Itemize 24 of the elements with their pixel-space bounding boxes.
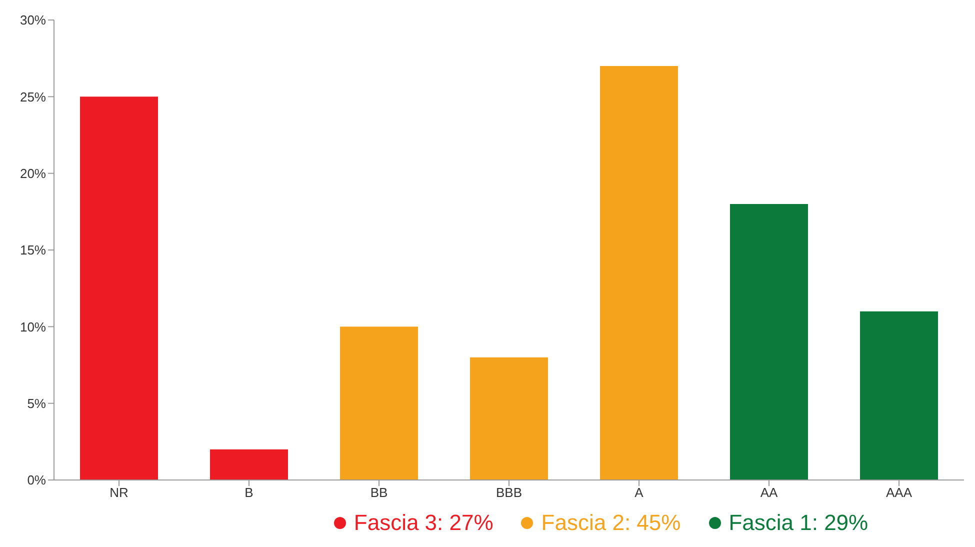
bar [600, 66, 678, 480]
y-tick-label: 30% [20, 12, 46, 28]
bar [210, 449, 288, 480]
bar [860, 311, 938, 480]
x-tick-label: NR [110, 485, 128, 500]
x-tick-label: BBB [496, 485, 522, 500]
bar [470, 357, 548, 480]
y-tick-label: 25% [20, 89, 46, 104]
bar [340, 326, 418, 480]
x-tick-label: AAA [886, 485, 912, 500]
x-tick-label: BB [370, 485, 388, 500]
bar [730, 204, 808, 480]
legend-label: Fascia 1: 29% [728, 510, 868, 536]
y-tick-label: 10% [20, 319, 46, 334]
legend-label: Fascia 2: 45% [540, 510, 681, 536]
y-tick-label: 5% [27, 396, 46, 411]
y-tick-label: 20% [20, 166, 46, 181]
y-tick-label: 15% [20, 242, 46, 258]
legend-label: Fascia 3: 27% [352, 510, 494, 536]
x-tick-label: B [244, 485, 254, 500]
y-tick-label: 0% [27, 472, 46, 488]
bar [80, 96, 158, 480]
x-tick-label: A [634, 485, 644, 500]
x-tick-label: AA [760, 485, 778, 500]
